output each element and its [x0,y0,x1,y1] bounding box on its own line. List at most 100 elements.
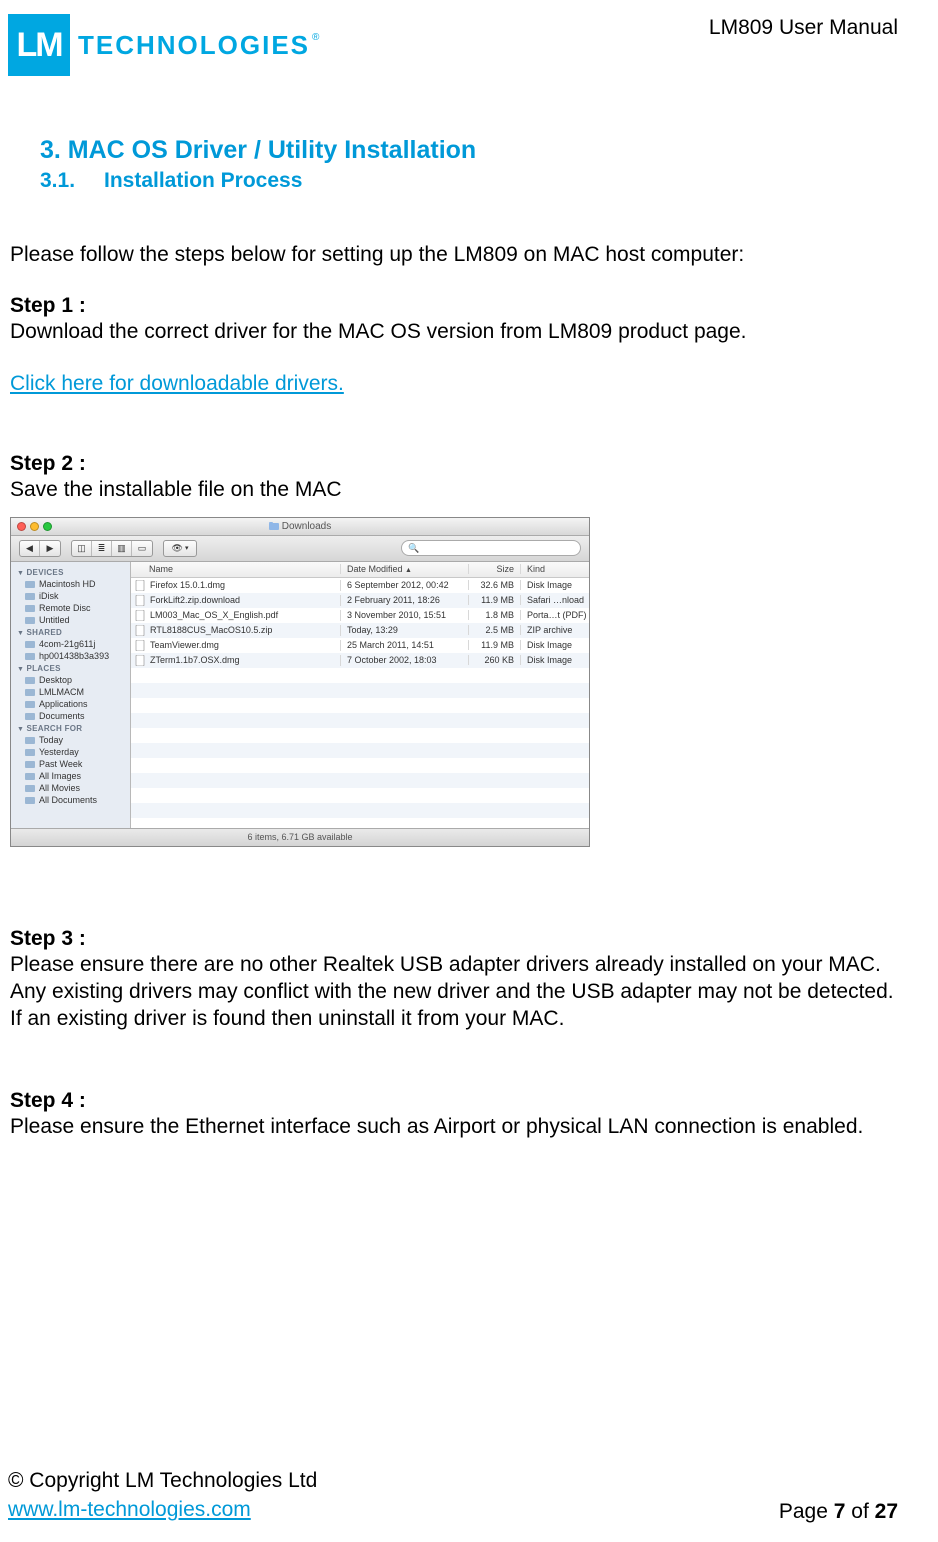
sidebar-item-label: All Documents [39,795,97,805]
empty-row [131,668,589,683]
table-row[interactable]: TeamViewer.dmg25 March 2011, 14:5111.9 M… [131,638,589,653]
sidebar-item-label: Documents [39,711,85,721]
company-url-link[interactable]: www.lm-technologies.com [8,1498,251,1521]
sidebar-item-search[interactable]: All Documents [11,794,130,806]
empty-row [131,788,589,803]
file-name: ForkLift2.zip.download [150,595,240,605]
file-name: ZTerm1.1b7.OSX.dmg [150,655,240,665]
finder-window: Downloads ◀ ▶ ◫ ≣ ▥ ▭ 👁▾ [10,517,590,847]
column-header-size[interactable]: Size [469,564,521,574]
empty-row [131,713,589,728]
sidebar-item-label: Untitled [39,615,70,625]
sidebar-item-label: LMLMACM [39,687,84,697]
finder-status-bar: 6 items, 6.71 GB available [11,828,589,846]
sidebar-item-devices[interactable]: Untitled [11,614,130,626]
sidebar-heading-places: PLACES [11,662,130,674]
finder-sidebar: DEVICES Macintosh HDiDiskRemote Disc Unti… [11,562,131,828]
sidebar-item-label: Remote Disc [39,603,91,613]
sidebar-item-places[interactable]: Applications [11,698,130,710]
step-1-body: Download the correct driver for the MAC … [10,318,906,345]
table-row[interactable]: ZTerm1.1b7.OSX.dmg7 October 2002, 18:032… [131,653,589,668]
empty-row [131,698,589,713]
sidebar-item-search[interactable]: All Images [11,770,130,782]
column-header-kind[interactable]: Kind [521,564,589,574]
finder-titlebar: Downloads [11,518,589,536]
icon-view-icon[interactable]: ◫ [72,541,92,556]
column-header-name[interactable]: Name [131,564,341,574]
back-icon[interactable]: ◀ [20,541,40,556]
brand-logo: LM TECHNOLOGIES® [8,14,317,76]
sidebar-item-label: 4com-21g611j [39,639,95,649]
file-size: 11.9 MB [469,640,521,650]
sidebar-item-search[interactable]: Yesterday [11,746,130,758]
subsection-number: 3.1. [40,169,104,193]
empty-row [131,758,589,773]
sidebar-item-search[interactable]: Today [11,734,130,746]
sidebar-item-label: All Images [39,771,81,781]
file-size: 260 KB [469,655,521,665]
file-kind: Porta…t (PDF) [521,610,589,620]
view-mode-segmented[interactable]: ◫ ≣ ▥ ▭ [71,540,153,557]
file-size: 2.5 MB [469,625,521,635]
search-icon: 🔍 [408,543,419,554]
file-name: Firefox 15.0.1.dmg [150,580,225,590]
sidebar-item-places[interactable]: Desktop [11,674,130,686]
sidebar-item-label: Desktop [39,675,72,685]
sidebar-item-devices[interactable]: Remote Disc [11,602,130,614]
sidebar-item-shared[interactable]: hp001438b3a393 [11,650,130,662]
list-header-row[interactable]: Name Date Modified ▲ Size Kind [131,562,589,578]
page-header: LM TECHNOLOGIES® LM809 User Manual [8,10,906,76]
sidebar-item-places[interactable]: LMLMACM [11,686,130,698]
table-row[interactable]: LM003_Mac_OS_X_English.pdf3 November 201… [131,608,589,623]
sidebar-item-search[interactable]: All Movies [11,782,130,794]
nav-back-forward[interactable]: ◀ ▶ [19,540,61,557]
file-icon [135,655,146,666]
file-name: TeamViewer.dmg [150,640,219,650]
page-number: Page 7 of 27 [779,1500,898,1524]
step-3-body: Please ensure there are no other Realtek… [10,951,906,1033]
logo-wordmark: TECHNOLOGIES [78,30,310,60]
file-name: RTL8188CUS_MacOS10.5.zip [150,625,272,635]
column-view-icon[interactable]: ▥ [112,541,132,556]
coverflow-view-icon[interactable]: ▭ [132,541,152,556]
empty-row [131,818,589,828]
empty-row [131,743,589,758]
copyright-text: © Copyright LM Technologies Ltd [8,1467,317,1495]
step-3-label: Step 3 : [10,927,906,951]
sidebar-item-devices[interactable]: iDisk [11,590,130,602]
forward-icon[interactable]: ▶ [40,541,60,556]
finder-file-list: Name Date Modified ▲ Size Kind Firefox 1… [131,562,589,828]
step-2-label: Step 2 : [10,452,906,476]
file-icon [135,610,146,621]
sidebar-item-label: Past Week [39,759,82,769]
file-date: 6 September 2012, 00:42 [341,580,469,590]
chevron-down-icon: ▾ [185,544,189,552]
sidebar-item-places[interactable]: Documents [11,710,130,722]
download-drivers-link[interactable]: Click here for downloadable drivers. [10,372,344,396]
sidebar-item-devices[interactable]: Macintosh HD [11,578,130,590]
sidebar-item-search[interactable]: Past Week [11,758,130,770]
eye-icon: 👁 [172,543,183,554]
file-kind: ZIP archive [521,625,589,635]
finder-search-input[interactable]: 🔍 [401,540,581,556]
table-row[interactable]: Firefox 15.0.1.dmg 6 September 2012, 00:4… [131,578,589,593]
step-1-label: Step 1 : [10,294,906,318]
file-size: 11.9 MB [469,595,521,605]
table-row[interactable]: ForkLift2.zip.download2 February 2011, 1… [131,593,589,608]
file-kind: Disk Image [521,655,589,665]
quicklook-button[interactable]: 👁▾ [163,540,197,557]
file-icon [135,595,146,606]
sidebar-heading-devices: DEVICES [11,566,130,578]
column-header-date[interactable]: Date Modified ▲ [341,564,469,574]
finder-toolbar: ◀ ▶ ◫ ≣ ▥ ▭ 👁▾ 🔍 [11,536,589,562]
file-icon [135,625,146,636]
file-kind: Disk Image [521,640,589,650]
sidebar-item-shared[interactable]: 4com-21g611j [11,638,130,650]
list-view-icon[interactable]: ≣ [92,541,112,556]
intro-text: Please follow the steps below for settin… [10,241,906,268]
table-row[interactable]: RTL8188CUS_MacOS10.5.zipToday, 13:292.5 … [131,623,589,638]
empty-row [131,728,589,743]
file-kind: Disk Image [521,580,589,590]
sidebar-item-label: All Movies [39,783,80,793]
empty-row [131,803,589,818]
